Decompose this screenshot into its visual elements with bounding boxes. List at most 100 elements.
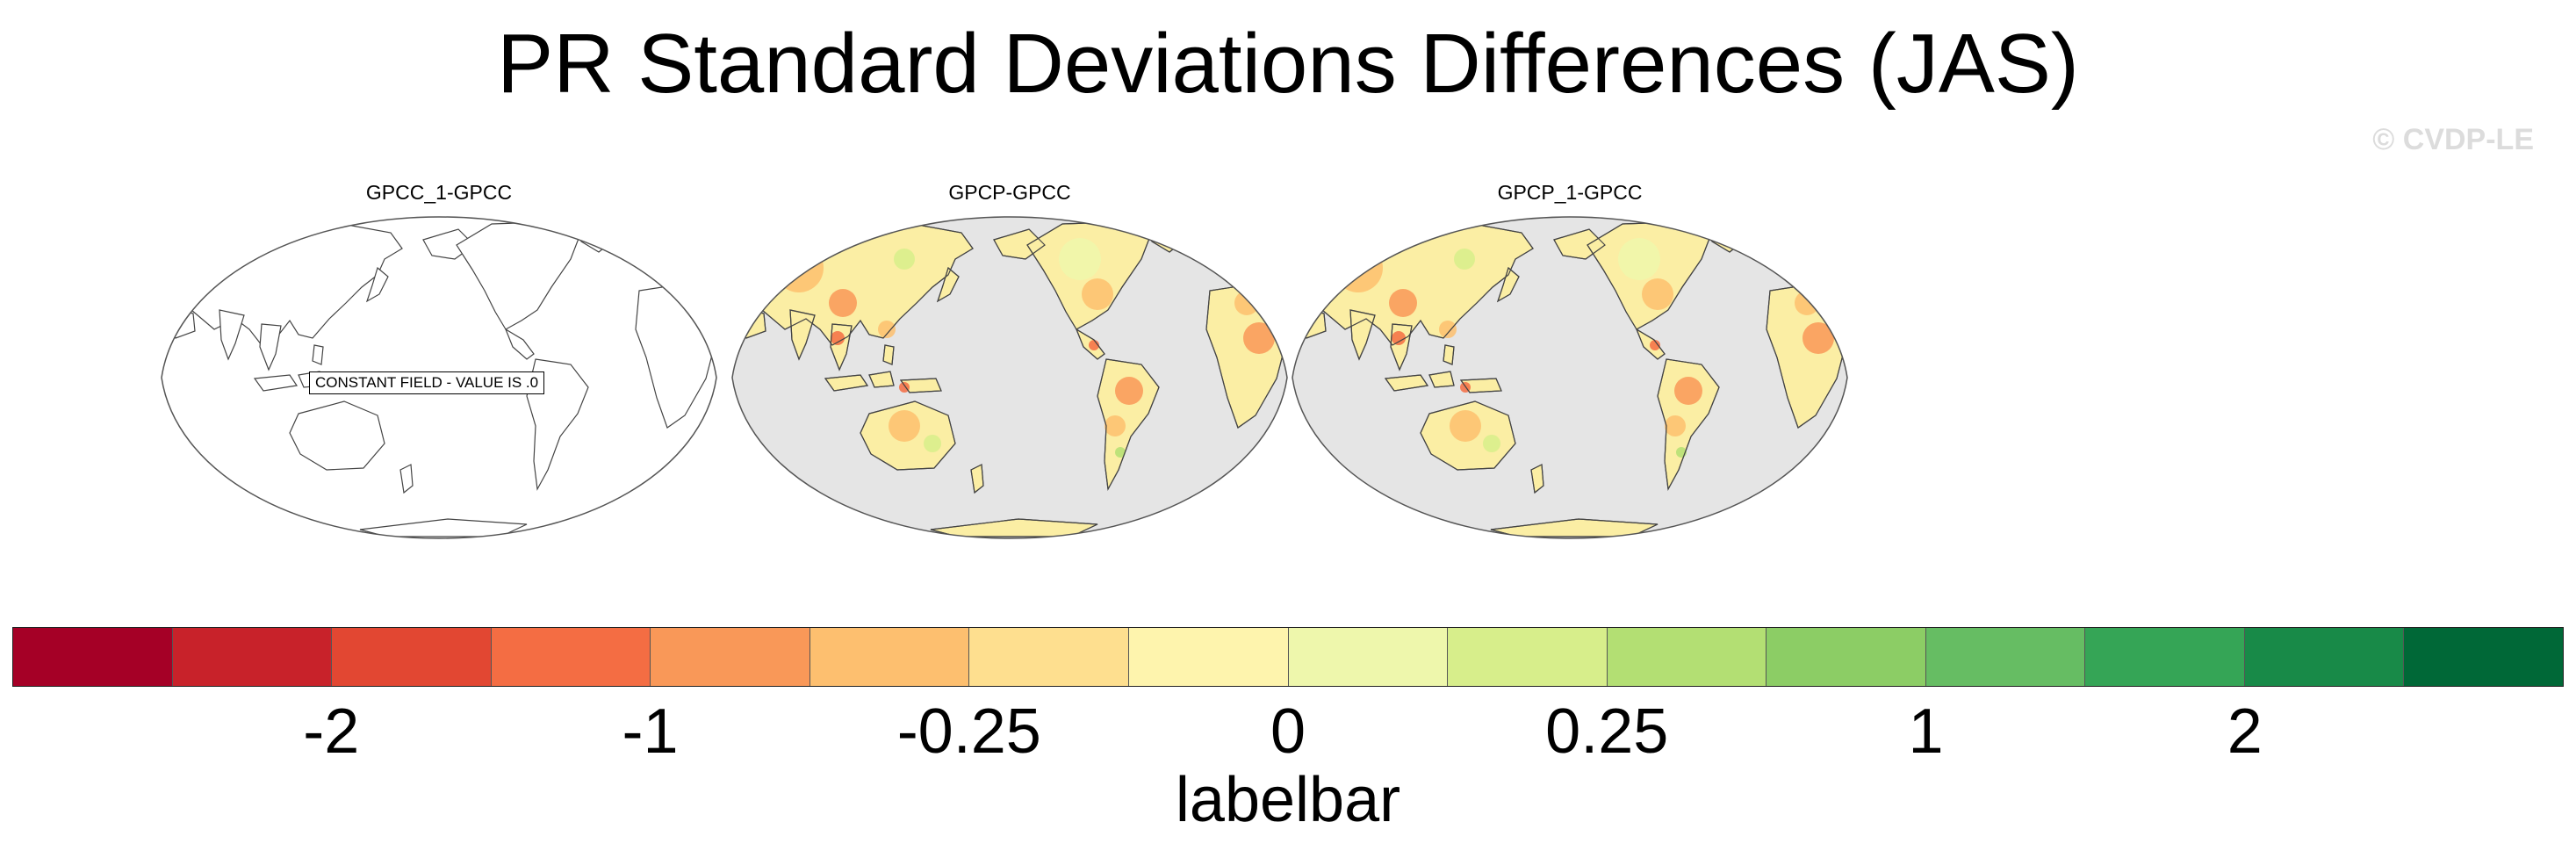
- anomaly-patch: [1234, 291, 1259, 315]
- anomaly-patch: [889, 410, 920, 442]
- panel-title: GPCP-GPCC: [948, 181, 1071, 204]
- coastline: [1443, 344, 1455, 365]
- coastline: [1297, 223, 1534, 346]
- coastline: [1428, 371, 1455, 388]
- anomaly-patch: [899, 382, 910, 393]
- labelbar-swatch: [1607, 628, 1767, 686]
- landmass-australia: [289, 400, 385, 471]
- labelbar-tick-label: -1: [622, 696, 679, 767]
- labelbar-swatch: [1128, 628, 1289, 686]
- coastline: [899, 378, 942, 393]
- coastline: [860, 400, 956, 471]
- landmass-indonesia-a: [253, 374, 299, 392]
- coastline: [1496, 266, 1520, 303]
- landmass-india: [219, 309, 245, 361]
- anomaly-patch: [1293, 299, 1318, 324]
- labelbar-tick-label: 0.25: [1545, 696, 1669, 767]
- anomaly-patch: [774, 243, 824, 292]
- map-panel-gpcc-1: GPCC_1-GPCC CONSTANT FIELD - VALUE IS .0: [158, 180, 720, 549]
- coastline: [737, 223, 974, 346]
- anomaly-patch: [1105, 415, 1126, 436]
- coastline: [1390, 323, 1413, 371]
- coastline: [824, 374, 869, 392]
- labelbar-swatch: [172, 628, 333, 686]
- landmass-new-zealand: [399, 464, 414, 494]
- landmass-indochina: [259, 323, 282, 371]
- labelbar-swatch: [1448, 628, 1608, 686]
- world-map: [1292, 216, 1848, 539]
- anomaly-patch: [1082, 278, 1113, 310]
- color-labelbar: [12, 627, 2564, 687]
- labelbar-swatch: [809, 628, 970, 686]
- coastline: [1530, 464, 1544, 494]
- panel-title: GPCP_1-GPCC: [1497, 181, 1643, 204]
- landmass-philippines: [312, 344, 324, 365]
- anomaly-patch: [1483, 435, 1500, 452]
- coastline: [1657, 358, 1720, 491]
- anomaly-patch: [1650, 340, 1660, 350]
- anomaly-patch: [1389, 289, 1417, 317]
- labelbar-tick-label: 1: [1908, 696, 1944, 767]
- labelbar-swatch: [1767, 628, 1926, 686]
- map-border: [161, 216, 717, 539]
- labelbar-swatch: [651, 628, 810, 686]
- constant-field-label: CONSTANT FIELD - VALUE IS .0: [309, 371, 545, 394]
- coastline: [936, 266, 960, 303]
- anomaly-patch: [1059, 238, 1101, 280]
- anomaly-patch: [829, 289, 857, 317]
- labelbar-swatch: [2244, 628, 2405, 686]
- figure-title: PR Standard Deviations Differences (JAS): [497, 17, 2079, 111]
- labelbar-swatch: [13, 628, 173, 686]
- labelbar-swatch: [2404, 628, 2563, 686]
- anomaly-patch: [1802, 322, 1834, 354]
- anomaly-patch: [1618, 238, 1660, 280]
- panel-title: GPCC_1-GPCC: [365, 181, 513, 204]
- anomaly-patch: [1439, 321, 1457, 338]
- coastline: [970, 464, 984, 494]
- cvdp-le-watermark: © CVDP-LE: [2372, 123, 2534, 156]
- coastline: [830, 323, 853, 371]
- coastline: [1097, 358, 1160, 491]
- coastline: [1635, 328, 1666, 360]
- anomaly-patch: [1795, 291, 1819, 315]
- anomaly-patch: [1450, 410, 1481, 442]
- anomaly-patch: [1674, 377, 1702, 405]
- labelbar-tick-label: -0.25: [896, 696, 1041, 767]
- anomaly-patch: [1115, 447, 1126, 458]
- anomaly-patch: [1392, 331, 1406, 345]
- anomaly-patch: [924, 435, 941, 452]
- coastline: [1075, 328, 1105, 360]
- labelbar-swatch: [332, 628, 492, 686]
- anomaly-patch: [1115, 377, 1143, 405]
- landmass-japan: [365, 266, 389, 303]
- anomaly-patch: [831, 331, 845, 345]
- coastline: [1553, 228, 1606, 260]
- world-map: [731, 216, 1288, 539]
- labelbar-swatch: [1288, 628, 1449, 686]
- coastline: [868, 371, 895, 388]
- coastline: [1384, 374, 1429, 392]
- map-border: [1292, 216, 1848, 539]
- labelbar-tick-label: 2: [2227, 696, 2263, 767]
- labelbar-swatch: [491, 628, 651, 686]
- labelbar-tick-label: -2: [303, 696, 360, 767]
- map-panel-gpcp: GPCP-GPCC: [729, 180, 1291, 549]
- landmass-central-america: [504, 328, 535, 360]
- coastline: [789, 309, 816, 361]
- coastline: [1349, 309, 1376, 361]
- labelbar-swatch: [2085, 628, 2245, 686]
- anomaly-patch: [1243, 322, 1275, 354]
- labelbar-swatch: [1925, 628, 2086, 686]
- labelbar-label: labelbar: [1175, 765, 1401, 835]
- map-panel-gpcp-1: GPCP_1-GPCC: [1289, 180, 1851, 549]
- labelbar-tick-label: 0: [1270, 696, 1306, 767]
- anomaly-patch: [1454, 249, 1475, 270]
- map-border: [731, 216, 1288, 539]
- coastline: [993, 228, 1046, 260]
- coastline: [1420, 400, 1516, 471]
- coastline: [882, 344, 895, 365]
- anomaly-patch: [878, 321, 896, 338]
- anomaly-patch: [1665, 415, 1686, 436]
- anomaly-patch: [1642, 278, 1673, 310]
- labelbar-swatch: [969, 628, 1129, 686]
